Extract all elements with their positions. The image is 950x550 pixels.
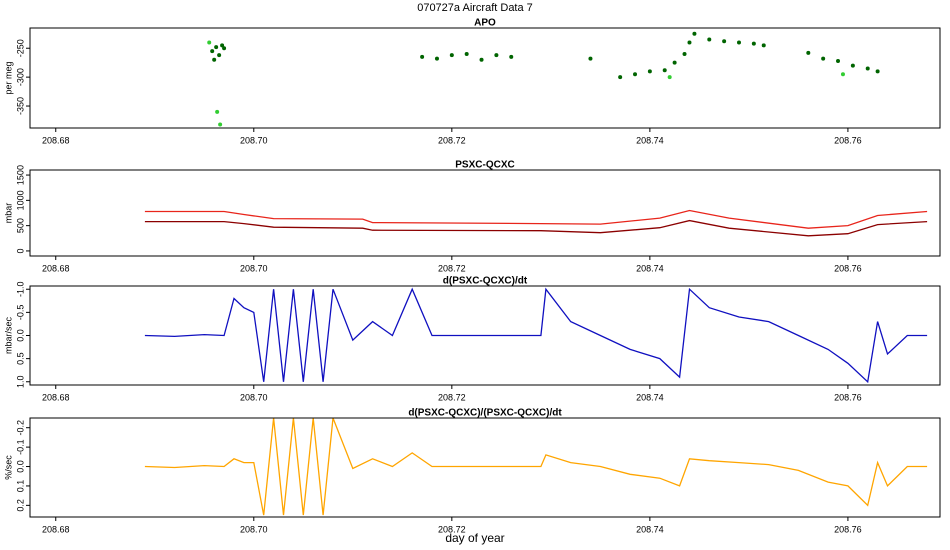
point: [210, 49, 215, 54]
series-line: [144, 287, 928, 384]
point: [494, 53, 499, 58]
point: [736, 40, 741, 45]
y-tick-label: 0.0: [15, 460, 25, 473]
point: [865, 66, 870, 71]
series-line: [144, 418, 928, 516]
point: [479, 57, 484, 62]
point: [633, 72, 638, 77]
point: [751, 41, 756, 46]
x-tick-label: 208.76: [834, 392, 862, 402]
point: [215, 109, 220, 114]
x-tick-label: 208.68: [42, 135, 70, 145]
panel-title: d(PSXC-QCXC)/dt: [443, 276, 528, 287]
y-tick-label: 0.5: [15, 352, 25, 365]
point: [222, 46, 227, 51]
y-tick-label: 0.2: [15, 499, 25, 512]
x-tick-label: 208.74: [636, 263, 664, 273]
point: [212, 57, 217, 62]
panel-title: PSXC-QCXC: [455, 160, 514, 171]
x-tick-label: 208.68: [42, 524, 70, 534]
point: [687, 40, 692, 45]
point: [464, 52, 469, 57]
x-tick-label: 208.68: [42, 392, 70, 402]
x-tick-label: 208.72: [438, 263, 466, 273]
panel-title: APO: [474, 18, 496, 29]
point: [806, 50, 811, 55]
point: [821, 56, 826, 61]
x-tick-label: 208.74: [636, 524, 664, 534]
y-tick-label: -350: [15, 97, 25, 115]
point: [220, 43, 225, 48]
y-tick-label: 0: [15, 248, 25, 253]
plot-area: [144, 209, 928, 237]
point: [722, 39, 727, 44]
plot-area: [144, 418, 928, 516]
point: [692, 31, 697, 36]
point: [875, 69, 880, 74]
y-tick-label: -0.2: [15, 420, 25, 436]
point: [509, 54, 514, 59]
x-tick-label: 208.76: [834, 263, 862, 273]
x-axis-label: day of year: [445, 531, 504, 545]
point: [672, 60, 677, 65]
series-line: [144, 209, 928, 229]
y-tick-label: -0.5: [15, 305, 25, 321]
point: [588, 56, 593, 61]
point: [217, 53, 222, 58]
point: [218, 122, 223, 127]
x-tick-label: 208.74: [636, 392, 664, 402]
plot-frame: [29, 417, 941, 518]
x-tick-label: 208.72: [438, 392, 466, 402]
y-tick-label: -250: [15, 39, 25, 57]
series-line: [144, 219, 928, 237]
point: [662, 68, 667, 73]
y-tick-label: 1.0: [15, 376, 25, 389]
point: [682, 52, 687, 57]
chart-title: 070727a Aircraft Data 7: [417, 2, 533, 14]
x-tick-label: 208.76: [834, 135, 862, 145]
point: [836, 58, 841, 63]
point: [761, 43, 766, 48]
y-tick-label: -0.1: [15, 439, 25, 455]
y-tick-label: 500: [15, 218, 25, 233]
y-tick-label: 1000: [15, 190, 25, 210]
y-tick-label: 0.0: [15, 329, 25, 342]
point: [667, 75, 672, 80]
point: [207, 40, 212, 45]
plot-area: [144, 287, 928, 384]
point: [840, 72, 845, 77]
point: [850, 63, 855, 68]
x-tick-label: 208.76: [834, 524, 862, 534]
point: [420, 54, 425, 59]
x-tick-label: 208.70: [240, 263, 268, 273]
y-axis-label: mbar/sec: [3, 316, 13, 354]
x-tick-label: 208.72: [438, 135, 466, 145]
x-tick-label: 208.70: [240, 392, 268, 402]
y-tick-label: -1.0: [15, 281, 25, 297]
x-tick-label: 208.72: [438, 524, 466, 534]
point: [214, 45, 219, 50]
y-tick-label: -300: [15, 68, 25, 86]
point: [618, 75, 623, 80]
y-axis-label: per meg: [3, 61, 13, 94]
x-tick-label: 208.68: [42, 263, 70, 273]
y-tick-label: 0.1: [15, 480, 25, 493]
x-tick-label: 208.70: [240, 524, 268, 534]
plot-frame: [29, 285, 941, 386]
x-tick-label: 208.74: [636, 135, 664, 145]
panel-title: d(PSXC-QCXC)/(PSXC-QCXC)/dt: [408, 408, 562, 419]
x-tick-label: 208.70: [240, 135, 268, 145]
plot-frame: [29, 169, 941, 257]
plot-frame: [29, 27, 941, 129]
point: [647, 69, 652, 74]
y-axis-label: %/sec: [3, 455, 13, 480]
point: [434, 56, 439, 61]
y-axis-label: mbar: [3, 203, 13, 224]
plot-area: [207, 31, 880, 127]
y-tick-label: 1500: [15, 165, 25, 185]
point: [449, 53, 454, 58]
point: [707, 37, 712, 42]
